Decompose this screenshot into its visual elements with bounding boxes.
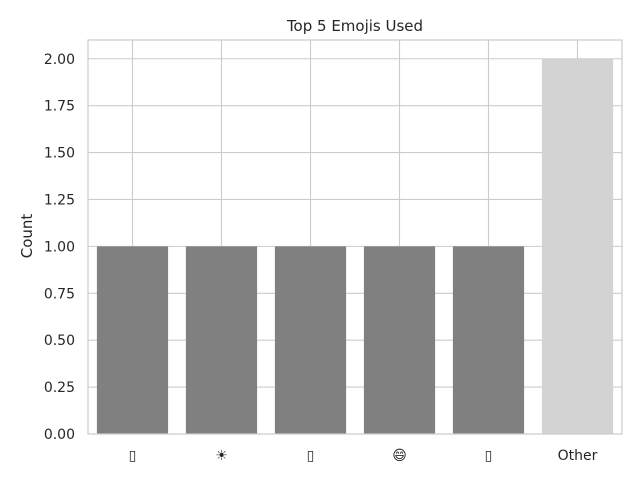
y-tick-label: 1.75: [44, 99, 75, 115]
bar: [274, 246, 347, 434]
y-axis-label: Count: [18, 214, 36, 259]
y-tick-label: 0.75: [44, 286, 75, 302]
y-tick-label: 0.50: [44, 333, 75, 349]
bar: [452, 246, 525, 434]
bar: [96, 246, 169, 434]
x-tick-label: 😄: [392, 448, 407, 464]
plot-frame: [87, 39, 623, 435]
chart-title: Top 5 Emojis Used: [286, 17, 423, 35]
x-tick-label: Other: [558, 448, 598, 464]
bars-layer: [96, 58, 614, 435]
bar: [541, 58, 614, 435]
bar: [363, 246, 436, 434]
y-tick-label: 0.25: [44, 380, 75, 396]
y-tick-label: 1.00: [44, 239, 75, 255]
x-tick-label: ☀: [215, 448, 228, 464]
x-tick-label: ▯: [307, 448, 315, 464]
bar: [185, 246, 258, 434]
y-tick-label: 1.50: [44, 146, 75, 162]
y-tick-label: 2.00: [44, 52, 75, 68]
y-tick-label: 1.25: [44, 192, 75, 208]
frame-layer: [87, 39, 623, 435]
ticks-layer: 0.00 0.25 0.50 0.75 1.00 1.25 1.50 1.75 2.00 ▯ ☀ ▯ 😄…: [44, 52, 598, 464]
x-tick-label: ▯: [485, 448, 493, 464]
y-tick-label: 0.00: [44, 427, 75, 443]
x-tick-label: ▯: [129, 448, 137, 464]
